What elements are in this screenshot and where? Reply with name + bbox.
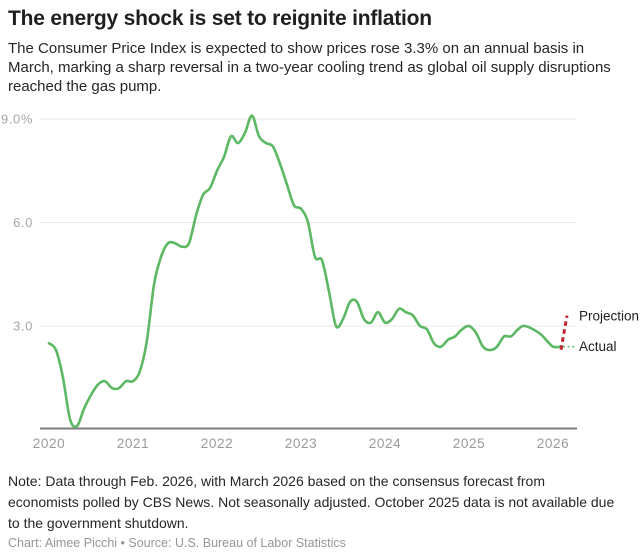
chart-subtitle: The Consumer Price Index is expected to …	[8, 40, 611, 95]
cpi-line-chart: 9.0% 6.0 3.0 2020 2021 2022 2023 2024 2025 2026 Pr…	[1, 112, 639, 452]
x-axis-tick-label: 2022	[201, 436, 233, 451]
chart-note: Note: Data through Feb. 2026, with March…	[8, 473, 615, 531]
y-axis-tick-label: 9.0%	[1, 112, 33, 127]
y-axis-tick-label: 3.0	[13, 319, 33, 334]
x-axis-tick-label: 2021	[117, 436, 149, 451]
chart-title: The energy shock is set to reignite infl…	[8, 7, 432, 30]
projection-line	[559, 315, 569, 350]
x-axis-tick-label: 2026	[537, 436, 569, 451]
chart-credit: Chart: Aimee Picchi • Source: U.S. Burea…	[8, 536, 346, 550]
actual-label: Actual	[579, 339, 617, 354]
y-axis-tick-label: 6.0	[13, 215, 33, 230]
actual-line	[47, 114, 562, 429]
x-axis-tick-label: 2024	[369, 436, 401, 451]
x-axis-tick-label: 2025	[453, 436, 485, 451]
x-axis-tick-label: 2023	[285, 436, 317, 451]
x-axis-tick-label: 2020	[33, 436, 65, 451]
projection-label: Projection	[579, 309, 639, 324]
